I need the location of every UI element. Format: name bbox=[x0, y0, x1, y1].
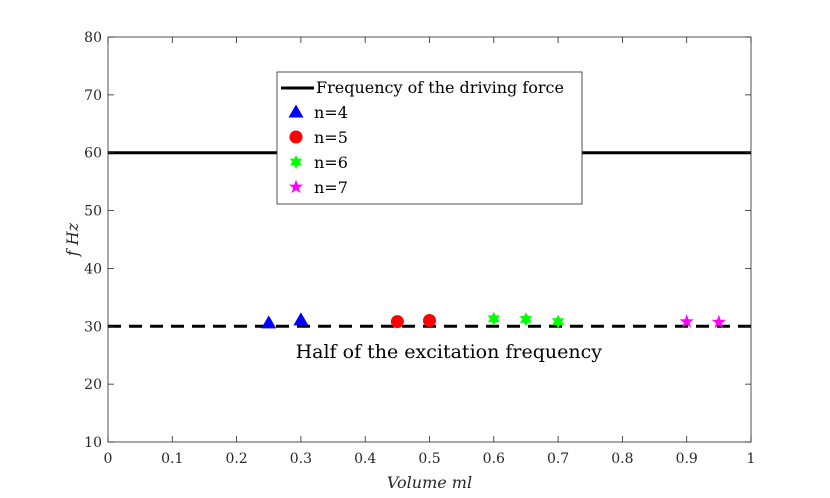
legend-label-driving-force: Frequency of the driving force bbox=[316, 78, 564, 97]
legend-marker-n5 bbox=[289, 130, 303, 144]
x-axis-ticks: 0 0.1 0.2 0.3 0.4 0.5 0.6 0.7 0.8 0.9 1 bbox=[104, 37, 756, 467]
data-point-n7 bbox=[679, 314, 694, 328]
legend-label-n5: n=5 bbox=[314, 128, 348, 147]
legend-box bbox=[276, 71, 583, 205]
data-point-n6 bbox=[487, 311, 500, 326]
legend-markers bbox=[288, 104, 304, 194]
x-tick-label: 0.2 bbox=[225, 451, 247, 467]
legend-marker-n7 bbox=[288, 179, 304, 194]
legend-marker-n6 bbox=[289, 155, 303, 169]
data-point-n5 bbox=[423, 314, 436, 327]
y-tick-label: 50 bbox=[84, 204, 102, 220]
data-point-n6 bbox=[552, 314, 565, 329]
legend-marker-n4 bbox=[288, 104, 304, 118]
x-tick-label: 0.3 bbox=[290, 451, 312, 467]
legend: Frequency of the driving force n=4 n=5 n… bbox=[276, 71, 583, 205]
data-point-n6 bbox=[519, 312, 533, 327]
y-tick-label: 10 bbox=[84, 435, 102, 451]
data-point-n5 bbox=[390, 315, 404, 329]
legend-label-n4: n=4 bbox=[314, 103, 348, 122]
annotation-half-frequency: Half of the excitation frequency bbox=[296, 341, 603, 363]
y-tick-label: 40 bbox=[84, 261, 102, 277]
x-tick-label: 0 bbox=[104, 451, 113, 467]
x-tick-label: 0.5 bbox=[418, 451, 440, 467]
data-point-n4 bbox=[261, 315, 277, 329]
data-point-n4 bbox=[293, 312, 309, 326]
x-tick-label: 0.7 bbox=[547, 451, 569, 467]
data-points bbox=[261, 311, 726, 329]
x-tick-label: 0.8 bbox=[611, 451, 633, 467]
x-tick-label: 1 bbox=[747, 451, 756, 467]
x-axis-title: Volume ml bbox=[387, 473, 472, 492]
y-axis-ticks: 10 20 30 40 50 60 70 80 bbox=[84, 30, 751, 451]
legend-label-n7: n=7 bbox=[314, 178, 348, 197]
y-tick-label: 60 bbox=[84, 146, 102, 162]
x-tick-label: 0.9 bbox=[676, 451, 698, 467]
y-tick-label: 70 bbox=[84, 88, 102, 104]
y-tick-label: 30 bbox=[84, 319, 102, 335]
x-tick-label: 0.1 bbox=[161, 451, 183, 467]
x-tick-label: 0.4 bbox=[354, 451, 376, 467]
y-tick-label: 20 bbox=[84, 377, 102, 393]
data-point-n7 bbox=[711, 314, 726, 329]
legend-label-n6: n=6 bbox=[314, 153, 348, 172]
y-tick-label: 80 bbox=[84, 30, 102, 46]
y-axis-title: f Hz bbox=[63, 222, 82, 257]
x-tick-label: 0.6 bbox=[483, 451, 505, 467]
